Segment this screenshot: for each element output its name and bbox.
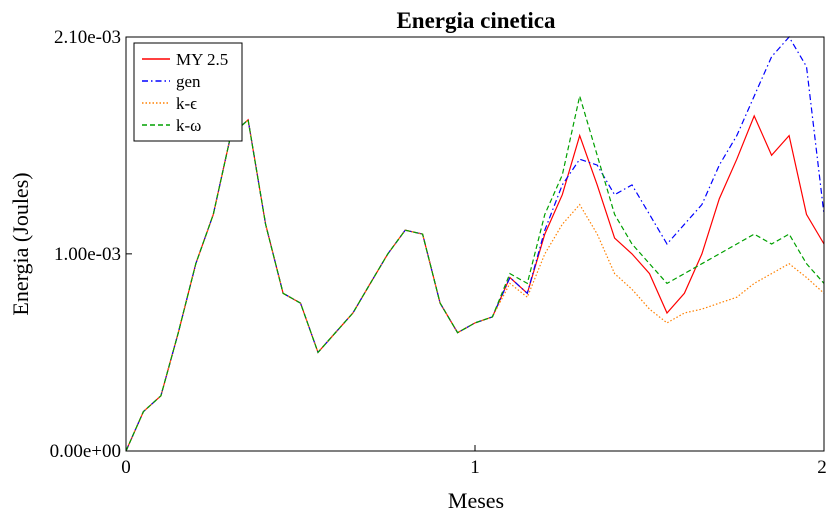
legend: MY 2.5 gen k-ϵ k-ω — [133, 42, 243, 142]
x-tick-label: 2 — [817, 457, 827, 478]
legend-label-1: gen — [176, 72, 201, 91]
x-tick-label: 1 — [470, 457, 480, 478]
y-axis-title: Energia (Joules) — [8, 172, 33, 315]
y-tick-label: 0.00e+00 — [50, 441, 121, 462]
series-line-2 — [125, 118, 825, 452]
x-axis-title: Meses — [448, 488, 504, 513]
legend-label-3: k-ω — [176, 116, 201, 135]
ticks-layer: 0 1 2 0.00e+00 1.00e-03 2.10e-03 — [50, 27, 827, 478]
series-line-3 — [125, 95, 825, 452]
y-tick-label: 1.00e-03 — [54, 244, 121, 265]
chart-title: Energia cinetica — [396, 8, 556, 33]
legend-label-2: k-ϵ — [176, 94, 197, 113]
x-tick-label: 0 — [121, 457, 131, 478]
legend-label-0: MY 2.5 — [176, 50, 228, 69]
y-tick-label: 2.10e-03 — [54, 27, 121, 48]
